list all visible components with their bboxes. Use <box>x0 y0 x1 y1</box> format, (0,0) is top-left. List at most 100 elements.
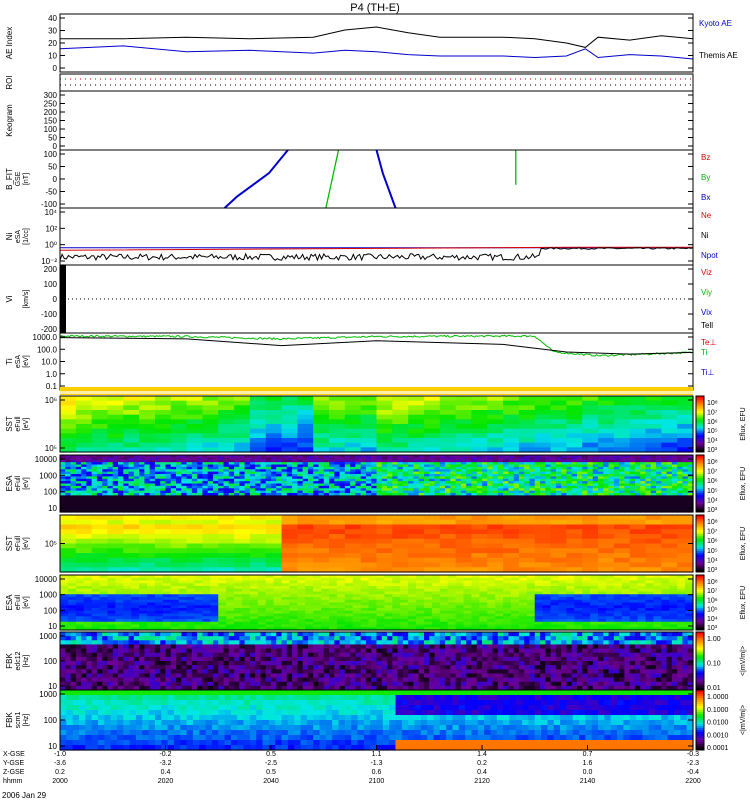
spectrogram-cell <box>292 466 298 470</box>
spectrogram-cell <box>487 497 494 501</box>
spectrogram-cell <box>365 462 372 466</box>
spectrogram-cell <box>207 507 214 511</box>
spectrogram-cell <box>534 424 552 430</box>
spectrogram-cell <box>234 466 240 470</box>
spectrogram-cell <box>423 519 441 526</box>
spectrogram-cell <box>115 583 124 587</box>
spectrogram-cell <box>344 524 362 530</box>
spectrogram-cell <box>234 588 243 593</box>
spectrogram-cell <box>91 515 109 521</box>
spectrogram-cell <box>265 608 275 612</box>
spectrogram-cell <box>677 424 694 430</box>
legend-viy: Viy <box>701 288 712 297</box>
spectrogram-cell <box>118 455 124 458</box>
spectrogram-cell <box>582 490 589 494</box>
spectrogram-cell <box>86 507 93 511</box>
spectrogram-cell <box>297 567 314 573</box>
spectrogram-cell <box>207 457 214 461</box>
spectrogram-cell <box>265 583 275 587</box>
spectrogram-cell <box>392 538 409 545</box>
spectrogram-cell <box>194 597 204 601</box>
spectrogram-cell <box>123 586 132 590</box>
spectrogram-cell <box>329 483 335 487</box>
spectrogram-cell <box>91 567 109 573</box>
spectrogram-cell <box>60 562 77 568</box>
spectrogram-cell <box>202 438 219 444</box>
panel-ti: 1000.0100.010.01.00.1Ti eSA [eV]TellTe⊥TiT… <box>5 321 716 391</box>
spectrogram-cell <box>223 488 230 492</box>
spectrogram-cell <box>408 471 415 475</box>
spectrogram-cell <box>661 396 678 402</box>
panel-frame <box>59 90 694 151</box>
spectrogram-cell <box>613 557 631 564</box>
spectrogram-cell <box>582 481 589 485</box>
colorbar-swatch <box>696 493 704 496</box>
spectrogram-cell <box>598 509 604 513</box>
colorbar-swatch <box>696 466 704 469</box>
spectrogram-cell <box>455 497 462 501</box>
spectrogram-cell <box>408 474 415 477</box>
spectrogram-cell <box>218 466 225 470</box>
spectrogram-cell <box>244 469 251 473</box>
spectrogram-cell <box>534 500 541 504</box>
spectrogram-cell <box>661 495 668 499</box>
spectrogram-cell <box>60 459 66 463</box>
spectrogram-cell <box>154 608 164 612</box>
spectrogram-cell <box>360 490 367 494</box>
spectrogram-cell <box>91 613 101 617</box>
spectrogram-cell <box>194 613 204 617</box>
spectrogram-cell <box>371 464 378 468</box>
spectrogram-cell <box>234 485 240 489</box>
spectrogram-cell <box>629 524 647 530</box>
spectrogram-cell <box>582 538 599 545</box>
spectrogram-cell <box>450 478 457 482</box>
spectrogram-cell <box>83 586 93 590</box>
spectrogram-cell <box>402 490 409 494</box>
spectrogram-cell <box>210 580 219 584</box>
spectrogram-cell <box>661 543 678 549</box>
spectrogram-cell <box>455 485 462 489</box>
spectrogram-cell <box>429 474 436 477</box>
spectrogram-cell <box>487 455 494 458</box>
spectrogram-cell <box>147 599 156 604</box>
spectrogram-cell <box>545 474 552 477</box>
spectrogram-cell <box>170 469 177 473</box>
spectrogram-cell <box>534 502 541 506</box>
spectrogram-cell <box>281 580 291 584</box>
spectrogram-cell <box>376 414 393 420</box>
spectrogram-cell <box>677 469 684 473</box>
spectrogram-cell <box>429 500 436 504</box>
spectrogram-cell <box>249 588 259 593</box>
spectrogram-cell <box>302 483 309 487</box>
spectrogram-cell <box>482 502 488 506</box>
spectrogram-cell <box>418 483 425 487</box>
spectrogram-cell <box>360 488 367 492</box>
spectrogram-cell <box>561 483 568 487</box>
spectrogram-cell <box>234 405 251 411</box>
spectrogram-cell <box>165 478 172 482</box>
spectrogram-cell <box>318 478 325 482</box>
spectrogram-cell <box>471 483 478 487</box>
spectrogram-cell <box>656 500 662 504</box>
colorbar-swatch <box>696 407 704 410</box>
spectrogram-cell <box>487 414 504 420</box>
spectrogram-cell <box>194 621 204 626</box>
spectrogram-cell <box>226 624 235 628</box>
spectrogram-cell <box>91 588 101 593</box>
spectrogram-cell <box>371 497 378 501</box>
spectrogram-cell <box>149 483 156 487</box>
spectrogram-cell <box>241 594 251 598</box>
spectrogram-cell <box>244 495 251 499</box>
spectrogram-cell <box>513 469 520 473</box>
spectrogram-cell <box>218 616 227 620</box>
spectrogram-cell <box>307 488 314 492</box>
spectrogram-cell <box>60 414 77 420</box>
spectrogram-cell <box>334 500 341 504</box>
spectrogram-cell <box>218 464 225 468</box>
spectrogram-cell <box>197 495 204 499</box>
spectrogram-cell <box>186 502 193 506</box>
spectrogram-cell <box>339 509 346 513</box>
spectrogram-cell <box>212 476 219 480</box>
spectrogram-cell <box>70 502 77 506</box>
spectrogram-cell <box>329 624 338 628</box>
